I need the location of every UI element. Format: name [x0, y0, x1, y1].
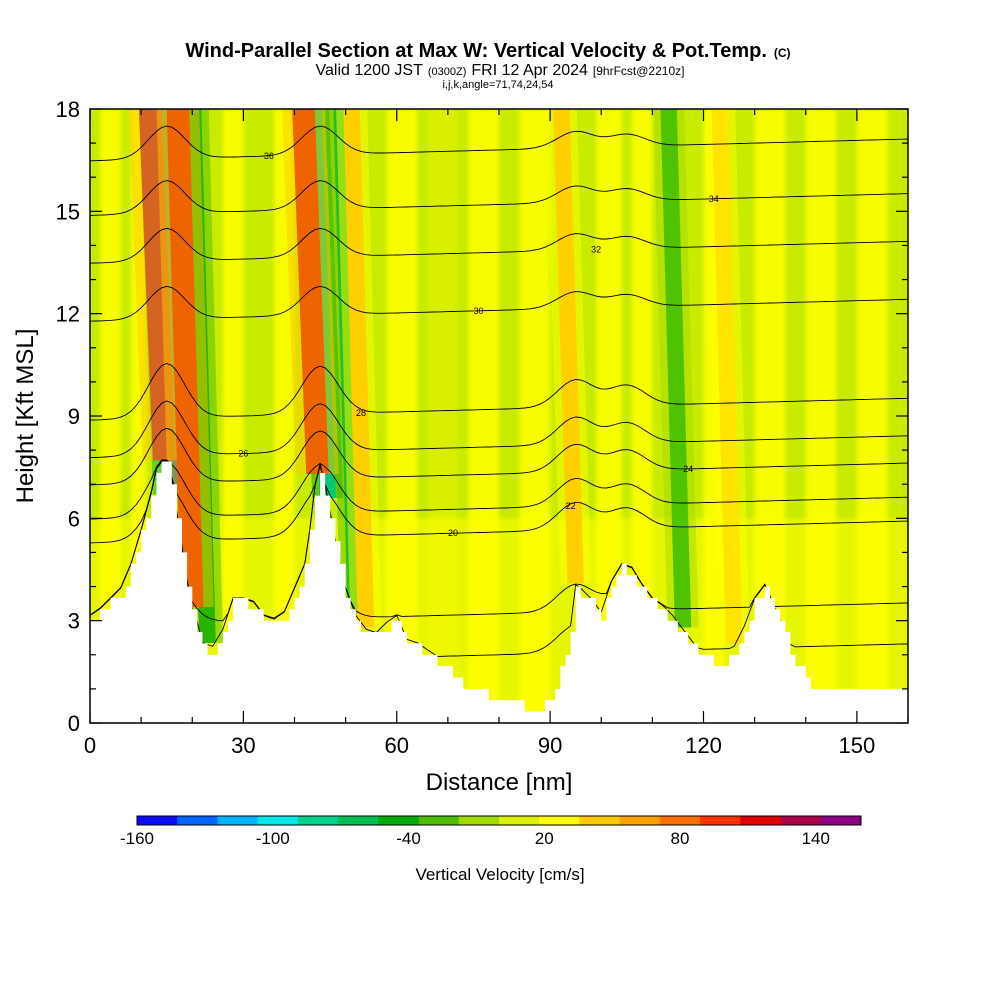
- colorbar-swatch: [257, 816, 299, 825]
- isentrope-line: [90, 285, 908, 322]
- colorbar: -160 -100 -40 20 80 140: [120, 815, 862, 848]
- x-tick-label: 120: [685, 733, 722, 758]
- colorbar-swatch: [539, 816, 580, 825]
- isentrope-line: [90, 363, 908, 421]
- colorbar-swatch: [499, 816, 540, 825]
- isentrope-label: 34: [709, 194, 719, 204]
- x-tick-label: 0: [84, 733, 96, 758]
- x-tick-label: 60: [385, 733, 409, 758]
- y-tick-label: 6: [68, 506, 80, 531]
- colorbar-swatch: [659, 816, 701, 825]
- colorbar-tick-label: 140: [802, 829, 830, 848]
- x-tick-label: 150: [839, 733, 876, 758]
- draft-halo: [336, 109, 382, 628]
- colorbar-swatch: [177, 816, 218, 825]
- x-tick-label: 90: [538, 733, 562, 758]
- colorbar-swatch: [458, 816, 500, 825]
- y-tick-label: 12: [56, 302, 80, 327]
- colorbar-tick-label: -160: [120, 829, 154, 848]
- isentrope-line: [90, 125, 908, 162]
- colorbar-swatch: [619, 816, 661, 825]
- colorbar-label: Vertical Velocity [cm/s]: [415, 865, 584, 884]
- isentrope-label: 32: [591, 245, 601, 255]
- colorbar-swatch: [820, 816, 862, 825]
- colorbar-tick-label: -40: [396, 829, 421, 848]
- colorbar-swatch: [780, 816, 822, 825]
- colorbar-tick-label: -100: [256, 829, 290, 848]
- colorbar-frame: [136, 815, 862, 826]
- isentrope-label: 24: [683, 464, 693, 474]
- colorbar-swatch: [137, 816, 178, 825]
- colorbar-tick-label: 20: [535, 829, 554, 848]
- colorbar-swatch: [217, 816, 259, 825]
- x-axis-ticks: 0 30 60 90 120 150: [84, 109, 909, 758]
- chart-params: i,j,k,angle=71,74,24,54: [442, 79, 553, 91]
- y-tick-label: 15: [56, 199, 80, 224]
- colorbar-tick-label: 80: [671, 829, 690, 848]
- isentrope-label: 22: [566, 501, 576, 511]
- draft-cells: [128, 109, 750, 645]
- isentrope-label: 20: [448, 528, 458, 538]
- isentrope-line: [90, 427, 908, 486]
- colorbar-swatch: [418, 816, 460, 825]
- colorbar-swatch: [700, 816, 741, 825]
- isentrope-label: 36: [264, 151, 274, 161]
- isentrope-line: [90, 400, 908, 459]
- chart-title: Wind-Parallel Section at Max W: Vertical…: [185, 40, 790, 62]
- isentrope-label: 28: [356, 408, 366, 418]
- x-tick-label: 30: [231, 733, 255, 758]
- isentrope-line: [90, 227, 908, 264]
- y-tick-label: 3: [68, 609, 80, 634]
- draft-halo: [704, 109, 750, 645]
- y-tick-label: 18: [56, 97, 80, 122]
- y-tick-label: 9: [68, 404, 80, 429]
- chart-subtitle: Valid 1200 JST (0300Z) FRI 12 Apr 2024 [9hr…: [316, 62, 685, 79]
- colorbar-swatch: [297, 816, 339, 825]
- colorbar-swatch: [579, 816, 621, 825]
- y-tick-label: 0: [68, 711, 80, 736]
- colorbar-swatch: [338, 816, 379, 825]
- y-axis-label: Height [Kft MSL]: [12, 329, 39, 504]
- draft-halo: [653, 109, 699, 628]
- terrain: [90, 461, 908, 723]
- isentrope-line: [90, 459, 908, 520]
- isentrope-line: [90, 180, 908, 216]
- draft-halo: [282, 109, 339, 474]
- isentrope-line: [90, 460, 908, 544]
- isentrope-label: 30: [474, 306, 484, 316]
- colorbar-swatch: [740, 816, 782, 825]
- colorbar-swatch: [378, 816, 420, 825]
- isentrope-label: 26: [238, 449, 248, 459]
- x-axis-label: Distance [nm]: [426, 769, 573, 796]
- draft-halo: [545, 109, 592, 584]
